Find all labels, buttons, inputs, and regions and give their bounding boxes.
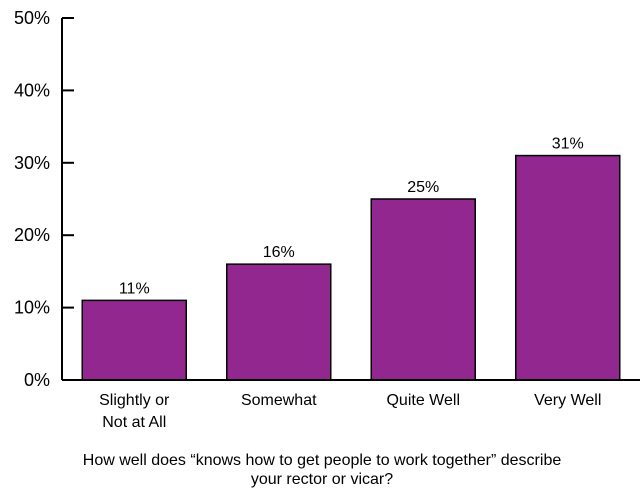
bar	[515, 154, 621, 381]
y-tick-label: 0%	[24, 370, 50, 390]
y-axis: 0% 10% 20% 30% 40% 50%	[14, 8, 74, 390]
x-tick-label: Somewhat	[241, 392, 317, 409]
bar	[226, 263, 332, 381]
x-tick-label: Quite Well	[386, 392, 460, 409]
y-tick-label: 10%	[14, 298, 50, 318]
bar	[370, 198, 476, 381]
y-tick-label: 40%	[14, 80, 50, 100]
x-tick-label: Slightly or	[99, 392, 170, 409]
x-axis-title-line-1: How well does “knows how to get people t…	[82, 452, 562, 469]
x-tick-label: Not at All	[102, 414, 166, 431]
y-tick-label: 20%	[14, 225, 50, 245]
y-tick-label: 30%	[14, 153, 50, 173]
y-tick-label: 50%	[14, 8, 50, 28]
x-axis-title: How well does “knows how to get people t…	[0, 451, 644, 489]
data-label: 16%	[263, 244, 295, 261]
data-label: 11%	[119, 280, 150, 297]
bars: 11% 16% 25% 31%	[81, 136, 621, 381]
x-axis-title-line-2: your rector or vicar?	[250, 471, 394, 488]
data-label: 25%	[407, 179, 439, 196]
x-axis: Slightly or Not at All Somewhat Quite Well V…	[62, 379, 640, 431]
x-tick-label: Very Well	[534, 392, 601, 409]
bar	[81, 299, 187, 381]
data-label: 31%	[552, 136, 584, 153]
